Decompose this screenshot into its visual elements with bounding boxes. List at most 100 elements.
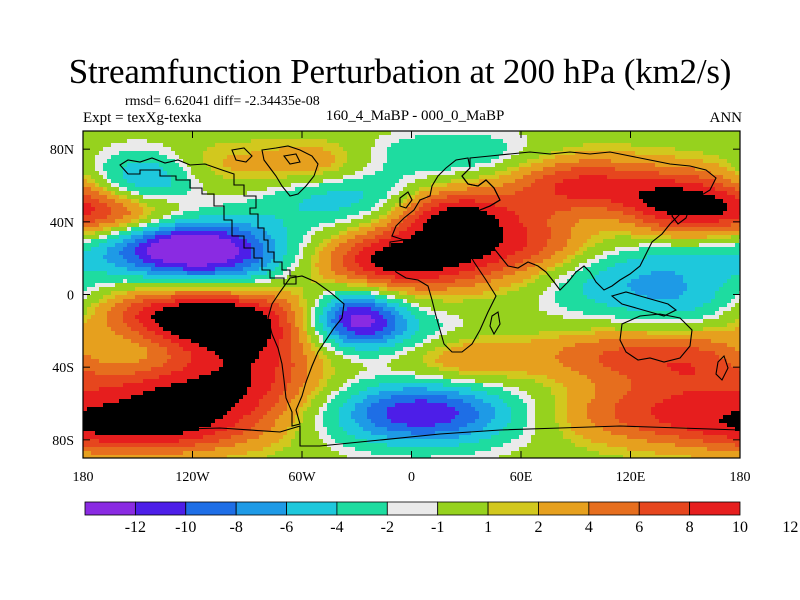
heatmap-cell: [683, 235, 688, 240]
heatmap-cell: [463, 239, 468, 244]
heatmap-cell: [159, 155, 164, 160]
heatmap-cell: [611, 231, 616, 236]
heatmap-cell: [159, 235, 164, 240]
heatmap-cell: [559, 139, 564, 144]
heatmap-cell: [223, 151, 228, 156]
heatmap-cell: [339, 183, 344, 188]
heatmap-cell: [131, 231, 136, 236]
heatmap-cell: [271, 191, 276, 196]
heatmap-cell: [343, 239, 348, 244]
heatmap-cell: [171, 147, 176, 152]
heatmap-cell: [531, 207, 536, 212]
heatmap-cell: [611, 167, 616, 172]
heatmap-cell: [127, 223, 132, 228]
heatmap-cell: [663, 175, 668, 180]
heatmap-cell: [483, 215, 488, 220]
heatmap-cell: [487, 139, 492, 144]
heatmap-cell: [327, 187, 332, 192]
heatmap-cell: [435, 187, 440, 192]
heatmap-cell: [211, 219, 216, 224]
heatmap-cell: [727, 223, 732, 228]
heatmap-cell: [275, 247, 280, 252]
heatmap-cell: [339, 203, 344, 208]
heatmap-cell: [691, 207, 696, 212]
heatmap-cell: [191, 159, 196, 164]
heatmap-cell: [623, 131, 628, 136]
heatmap-cell: [439, 243, 444, 248]
heatmap-cell: [659, 175, 664, 180]
heatmap-cell: [391, 247, 396, 252]
heatmap-cell: [647, 167, 652, 172]
heatmap-cell: [83, 215, 88, 220]
heatmap-cell: [487, 187, 492, 192]
heatmap-cell: [595, 163, 600, 168]
heatmap-cell: [391, 155, 396, 160]
heatmap-cell: [367, 247, 372, 252]
heatmap-cell: [547, 235, 552, 240]
heatmap-cell: [111, 139, 116, 144]
heatmap-cell: [91, 207, 96, 212]
heatmap-cell: [599, 207, 604, 212]
heatmap-cell: [583, 131, 588, 136]
heatmap-cell: [231, 231, 236, 236]
heatmap-cell: [179, 151, 184, 156]
heatmap-cell: [151, 131, 156, 136]
heatmap-cell: [543, 163, 548, 168]
heatmap-cell: [539, 139, 544, 144]
heatmap-cell: [327, 151, 332, 156]
heatmap-cell: [183, 203, 188, 208]
heatmap-cell: [159, 175, 164, 180]
heatmap-cell: [171, 139, 176, 144]
heatmap-cell: [391, 235, 396, 240]
heatmap-cell: [231, 187, 236, 192]
heatmap-cell: [207, 195, 212, 200]
heatmap-cell: [135, 247, 140, 252]
heatmap-cell: [155, 143, 160, 148]
heatmap-cell: [223, 147, 228, 152]
heatmap-cell: [251, 179, 256, 184]
heatmap-cell: [179, 175, 184, 180]
heatmap-cell: [735, 219, 740, 224]
heatmap-cell: [595, 155, 600, 160]
heatmap-cell: [503, 199, 508, 204]
heatmap-cell: [355, 135, 360, 140]
heatmap-cell: [379, 215, 384, 220]
heatmap-cell: [199, 191, 204, 196]
heatmap-cell: [127, 167, 132, 172]
heatmap-cell: [347, 159, 352, 164]
heatmap-cell: [623, 187, 628, 192]
heatmap-cell: [535, 227, 540, 232]
heatmap-cell: [547, 203, 552, 208]
heatmap-cell: [87, 159, 92, 164]
heatmap-cell: [399, 147, 404, 152]
heatmap-cell: [379, 219, 384, 224]
heatmap-cell: [663, 139, 668, 144]
heatmap-cell: [483, 195, 488, 200]
heatmap-cell: [495, 219, 500, 224]
heatmap-cell: [607, 191, 612, 196]
heatmap-cell: [571, 227, 576, 232]
heatmap-cell: [183, 227, 188, 232]
heatmap-cell: [259, 235, 264, 240]
heatmap-cell: [111, 235, 116, 240]
heatmap-cell: [539, 203, 544, 208]
heatmap-cell: [691, 223, 696, 228]
heatmap-cell: [199, 167, 204, 172]
heatmap-cell: [139, 211, 144, 216]
heatmap-cell: [107, 167, 112, 172]
heatmap-cell: [547, 219, 552, 224]
heatmap-cell: [647, 131, 652, 136]
heatmap-cell: [675, 147, 680, 152]
heatmap-cell: [107, 239, 112, 244]
heatmap-cell: [447, 243, 452, 248]
heatmap-cell: [671, 143, 676, 148]
heatmap-cell: [671, 139, 676, 144]
heatmap-cell: [551, 223, 556, 228]
heatmap-cell: [431, 155, 436, 160]
heatmap-cell: [547, 155, 552, 160]
heatmap-cell: [715, 187, 720, 192]
heatmap-cell: [611, 227, 616, 232]
heatmap-cell: [511, 239, 516, 244]
heatmap-cell: [231, 251, 236, 256]
heatmap-cell: [375, 131, 380, 136]
